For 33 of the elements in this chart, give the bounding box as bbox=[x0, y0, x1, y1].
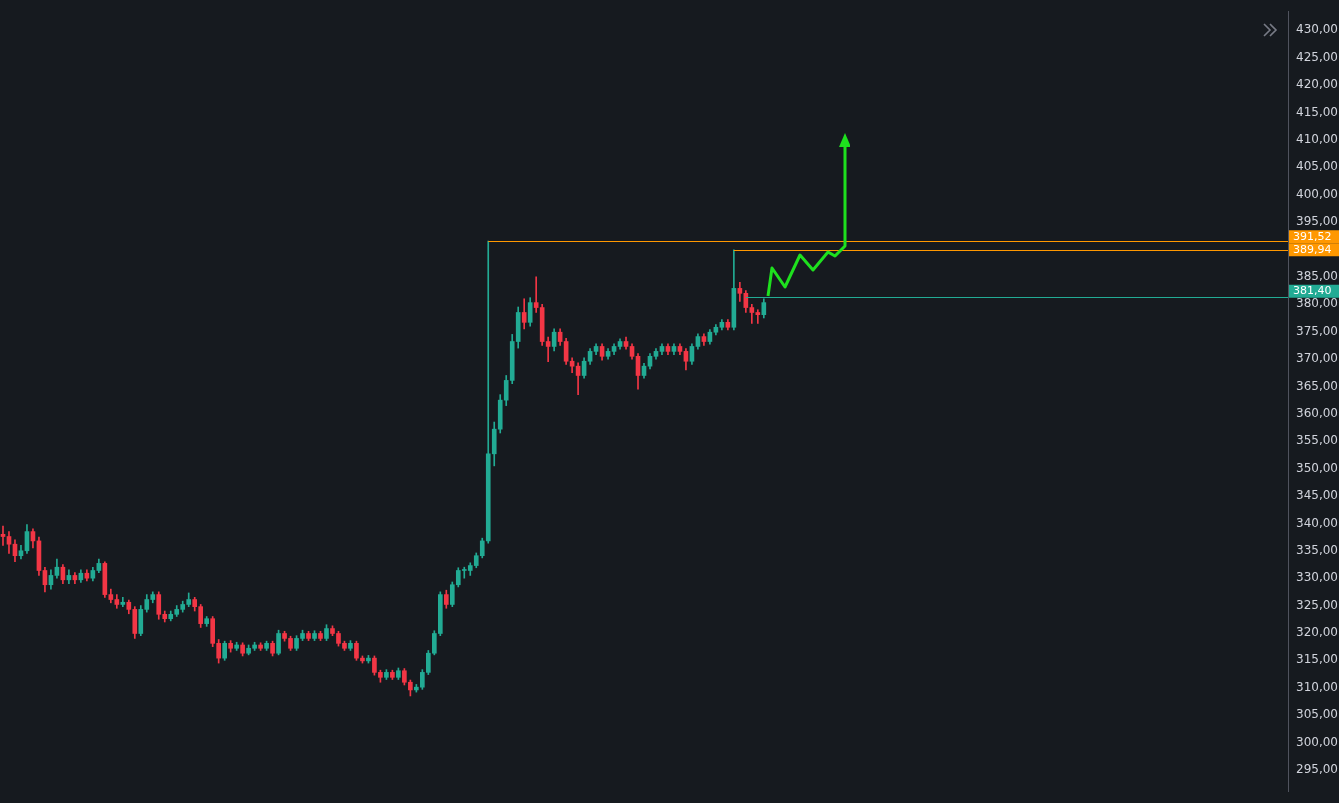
y-tick-label: 305,00 bbox=[1296, 707, 1338, 722]
y-tick-label: 400,00 bbox=[1296, 186, 1338, 201]
ref-line-label: 381,40 bbox=[1293, 284, 1332, 298]
y-tick-label: 325,00 bbox=[1296, 597, 1338, 612]
y-tick-label: 425,00 bbox=[1296, 49, 1338, 64]
y-tick-label: 320,00 bbox=[1296, 625, 1338, 640]
y-tick-label: 310,00 bbox=[1296, 679, 1338, 694]
candlestick bbox=[545, 336, 551, 363]
y-tick-label: 375,00 bbox=[1296, 323, 1338, 338]
y-tick-label: 385,00 bbox=[1296, 269, 1338, 283]
candlestick bbox=[0, 525, 6, 546]
candlestick bbox=[533, 276, 539, 313]
y-tick-label: 355,00 bbox=[1296, 433, 1338, 448]
y-tick-label: 300,00 bbox=[1296, 734, 1338, 749]
y-tick-label: 335,00 bbox=[1296, 542, 1338, 557]
y-tick-label: 365,00 bbox=[1296, 378, 1338, 393]
y-tick-label: 405,00 bbox=[1296, 159, 1338, 174]
ref-line-label: 389,94 bbox=[1293, 242, 1332, 256]
y-tick-label: 330,00 bbox=[1296, 570, 1338, 585]
y-tick-label: 430,00 bbox=[1296, 22, 1338, 37]
y-tick-label: 410,00 bbox=[1296, 132, 1338, 147]
y-tick-label: 370,00 bbox=[1296, 351, 1338, 366]
y-tick-label: 415,00 bbox=[1296, 104, 1338, 119]
y-tick-label: 345,00 bbox=[1296, 488, 1338, 503]
y-tick-label: 350,00 bbox=[1296, 460, 1338, 475]
y-tick-label: 420,00 bbox=[1296, 77, 1338, 92]
ref-line-label: 391,52 bbox=[1293, 229, 1332, 243]
y-tick-label: 395,00 bbox=[1296, 214, 1338, 229]
y-tick-label: 315,00 bbox=[1296, 652, 1338, 667]
y-tick-label: 340,00 bbox=[1296, 515, 1338, 530]
y-tick-label: 360,00 bbox=[1296, 405, 1338, 420]
y-tick-label: 295,00 bbox=[1296, 762, 1338, 777]
y-tick-label: 380,00 bbox=[1296, 296, 1338, 311]
